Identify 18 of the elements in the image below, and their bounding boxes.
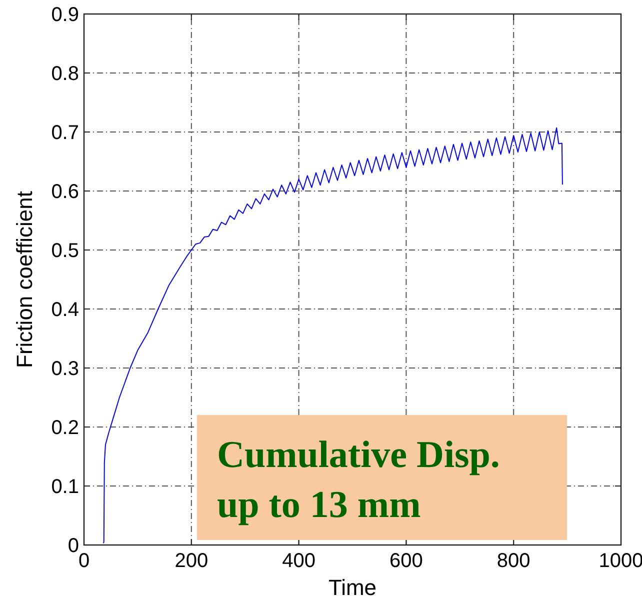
x-tick-label: 600 xyxy=(390,550,423,572)
y-tick-label: 0.9 xyxy=(51,4,79,26)
y-tick-label: 0 xyxy=(68,535,79,557)
y-tick-label: 0.6 xyxy=(51,181,79,203)
y-axis-title: Friction coefficient xyxy=(12,191,37,368)
y-tick-label: 0.5 xyxy=(51,240,79,262)
x-tick-label: 400 xyxy=(282,550,316,572)
annotation: Cumulative Disp. up to 13 mm xyxy=(217,434,500,526)
x-axis-title: Time xyxy=(328,575,377,600)
y-tick-label: 0.2 xyxy=(51,417,79,439)
x-tick-label: 200 xyxy=(174,550,208,572)
y-tick-label: 0.7 xyxy=(51,122,79,144)
y-tick-label: 0.3 xyxy=(51,358,79,380)
x-tick-label: 800 xyxy=(496,550,530,572)
y-tick-label: 0.1 xyxy=(51,476,79,498)
y-tick-label: 0.4 xyxy=(51,299,79,321)
y-tick-label: 0.8 xyxy=(51,63,79,85)
line-series xyxy=(102,127,563,544)
